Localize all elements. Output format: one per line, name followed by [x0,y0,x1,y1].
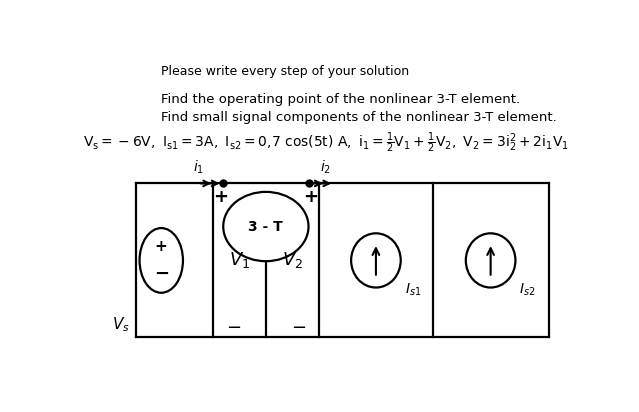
Text: $i_1$: $i_1$ [193,158,204,176]
Text: $i_2$: $i_2$ [320,158,331,176]
Text: Find the operating point of the nonlinear 3-T element.: Find the operating point of the nonlinea… [161,94,520,106]
Text: $\mathsf{V_s = -6V,\ I_{s1} = 3A,\ I_{s2} = 0{,}7\ cos(5t)\ A,\ i_1 = \frac{1}{2: $\mathsf{V_s = -6V,\ I_{s1} = 3A,\ I_{s2… [83,131,569,155]
Text: $I_{s1}$: $I_{s1}$ [404,282,421,298]
Ellipse shape [466,233,516,288]
Text: 3 - T: 3 - T [249,220,283,234]
Text: $I_{s2}$: $I_{s2}$ [520,282,535,298]
Text: +: + [155,239,167,254]
Text: $-$: $-$ [291,317,306,335]
Text: +: + [304,188,318,206]
Ellipse shape [351,233,401,288]
Text: $V_s$: $V_s$ [112,315,130,334]
Text: $V_2$: $V_2$ [282,250,303,270]
Text: −: − [154,265,169,283]
Text: $V_1$: $V_1$ [229,250,250,270]
Text: Please write every step of your solution: Please write every step of your solution [161,65,410,78]
Ellipse shape [223,192,309,261]
Text: +: + [213,188,228,206]
Text: Find small signal components of the nonlinear 3-T element.: Find small signal components of the nonl… [161,111,557,124]
Text: $-$: $-$ [226,317,241,335]
Ellipse shape [139,228,183,293]
